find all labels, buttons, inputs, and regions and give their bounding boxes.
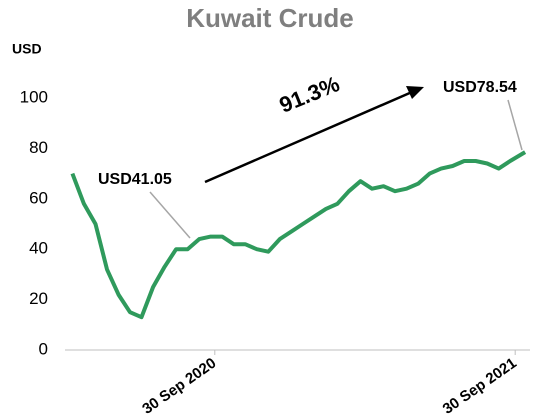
line-series [70, 150, 527, 320]
y-axis-label: USD [12, 41, 42, 57]
x-tick-label: 30 Sep 2021 [440, 355, 520, 418]
annotation: USD78.54 [443, 79, 517, 96]
y-tick-label: 80 [29, 138, 48, 157]
arrow [204, 90, 413, 184]
y-tick-label: 100 [20, 87, 48, 106]
leader-line [507, 99, 523, 151]
chart-title: Kuwait Crude [186, 3, 354, 33]
leader-line [149, 191, 191, 239]
annotation: 91.3% [276, 71, 343, 118]
y-tick-label: 20 [29, 289, 48, 308]
x-tick-label: 30 Sep 2020 [139, 355, 219, 418]
y-tick-label: 60 [29, 188, 48, 207]
y-tick-label: 0 [39, 339, 48, 358]
annotation: USD41.05 [98, 171, 172, 188]
y-tick-label: 40 [29, 239, 48, 258]
arrow-head [406, 86, 424, 99]
